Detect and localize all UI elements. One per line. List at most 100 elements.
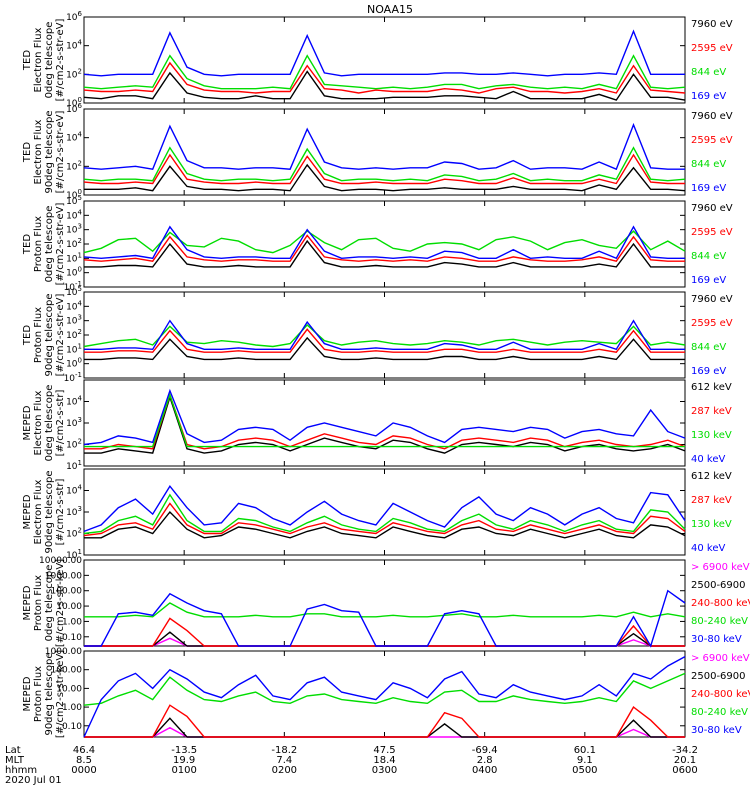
y-tick-label: 100.00 [51, 666, 83, 676]
legend-label: 612 keV [691, 471, 732, 482]
y-tick-label: 102 [66, 237, 82, 250]
legend-label: 7960 eV [691, 111, 733, 122]
y-axis-title-line: Proton Flux [33, 307, 44, 363]
legend-label: 2500-6900 [691, 580, 746, 591]
y-tick-label: 10.00 [56, 602, 82, 612]
legend-label: 240-800 keV [691, 598, 750, 609]
y-axis-title-line: Electron Flux [33, 27, 44, 92]
legend-label: > 6900 keV [691, 653, 750, 664]
series-2-4 [83, 122, 685, 171]
y-tick-label: 101 [66, 459, 82, 472]
legend-label: 7960 eV [691, 294, 733, 305]
series-3-4 [83, 225, 685, 260]
y-axis-title-line: Proton Flux [33, 575, 44, 631]
y-tick-label: 104 [66, 395, 82, 408]
y-axis-title-line: MEPED [22, 676, 33, 711]
y-tick-label: 104 [66, 208, 82, 221]
y-axis-title-line: Proton Flux [33, 666, 44, 722]
y-axis-title-line: [#/cm2-s-str-eV] [55, 19, 66, 102]
x-row-label-hhmm: hhmm [5, 765, 37, 776]
series-1-2 [83, 61, 686, 94]
y-tick-label: 104 [66, 484, 82, 497]
legend-label: 40 keV [691, 454, 725, 465]
x-tick-lat: 47.5 [373, 745, 395, 756]
y-axis-title-line: [#/cm2-s-str] [55, 389, 66, 456]
legend-label: 287 keV [691, 406, 732, 417]
series-2-1 [84, 163, 686, 192]
legend-label: 844 eV [691, 251, 726, 262]
y-tick-label: 103 [66, 505, 82, 518]
legend-label: 2595 eV [691, 43, 733, 54]
y-tick-label: 10-1 [64, 371, 82, 384]
y-axis-title-line: Electron Flux [33, 119, 44, 184]
x-tick-hhmm: 0300 [372, 765, 397, 776]
y-axis-title-line: [#/cm2-s-str-keV] [55, 650, 66, 738]
legend-label: 7960 eV [691, 19, 733, 30]
legend-label: 130 keV [691, 519, 732, 530]
y-tick-label: 103 [66, 416, 82, 429]
series-6-1 [84, 510, 686, 539]
series-2-3 [83, 146, 686, 182]
y-tick-label: 1000.00 [45, 571, 82, 581]
y-axis-title-line: [#/cm2-s-str-keV] [55, 559, 66, 647]
legend-label: 240-800 keV [691, 689, 750, 700]
y-axis-title-line: 90deg telescope [44, 652, 55, 735]
y-axis-title-line: 90deg telescope [44, 293, 55, 376]
y-tick-label: 0.10 [62, 722, 82, 732]
legend-label: 130 keV [691, 430, 732, 441]
y-axis-title-line: Electron Flux [33, 479, 44, 544]
y-tick-label: 104 [66, 39, 82, 52]
panel-frame [83, 468, 686, 556]
x-tick-lat: -18.2 [271, 745, 297, 756]
y-axis-title-line: [#/cm2-s-str-eV] [55, 203, 66, 286]
date-label: 2020 Jul 01 [5, 775, 62, 786]
y-tick-label: 1.00 [62, 617, 82, 627]
series-8-5 [83, 655, 686, 738]
series-7-5 [84, 589, 686, 648]
legend-label: 169 eV [691, 183, 726, 194]
y-axis-title-line: [#/cm2-s-str-eV] [55, 294, 66, 377]
x-tick-mlt: 8.5 [76, 755, 92, 766]
x-tick-lat: -69.4 [472, 745, 498, 756]
legend-label: 80-240 keV [691, 616, 748, 627]
x-tick-mlt: 18.4 [373, 755, 395, 766]
y-axis-title-line: 90deg telescope [44, 470, 55, 553]
series-6-3 [83, 493, 686, 535]
y-axis-title-line: [#/cm2-s-str-eV] [55, 111, 66, 194]
y-axis-title-line: MEPED [22, 585, 33, 620]
x-tick-hhmm: 0400 [472, 765, 497, 776]
y-tick-label: 100 [66, 266, 82, 279]
y-tick-label: 102 [66, 67, 82, 80]
y-axis-title-line: 0deg telescope [44, 22, 55, 99]
y-axis-title-line: [#/cm2-s-str] [55, 478, 66, 545]
y-axis-title-line: Electron Flux [33, 390, 44, 455]
x-tick-hhmm: 0500 [572, 765, 597, 776]
panel-frame [83, 559, 686, 647]
legend-label: 2500-6900 [691, 671, 746, 682]
y-axis-title-line: 0deg telescope [44, 385, 55, 462]
y-axis-title-line: TED [22, 142, 33, 163]
y-axis-title-line: 90deg telescope [44, 110, 55, 193]
series-1-4 [83, 29, 685, 77]
y-axis-title-line: Proton Flux [33, 216, 44, 272]
x-row-label-lat: Lat [5, 745, 21, 756]
y-tick-label: 102 [66, 328, 82, 341]
y-tick-label: 1000.00 [45, 647, 82, 657]
panel-frame [83, 650, 686, 738]
panel-8: 0.10 1.00 10.00 100.00 1000.00 MEPED Proton Fl… [22, 647, 750, 738]
legend-label: 80-240 keV [691, 707, 748, 718]
x-tick-lat: -34.2 [672, 745, 698, 756]
legend-label: 7960 eV [691, 203, 733, 214]
y-tick-label: 103 [66, 223, 82, 236]
series-6-4 [83, 484, 686, 533]
legend-label: 169 eV [691, 275, 726, 286]
legend-label: 169 eV [691, 91, 726, 102]
x-tick-hhmm: 0200 [272, 765, 297, 776]
